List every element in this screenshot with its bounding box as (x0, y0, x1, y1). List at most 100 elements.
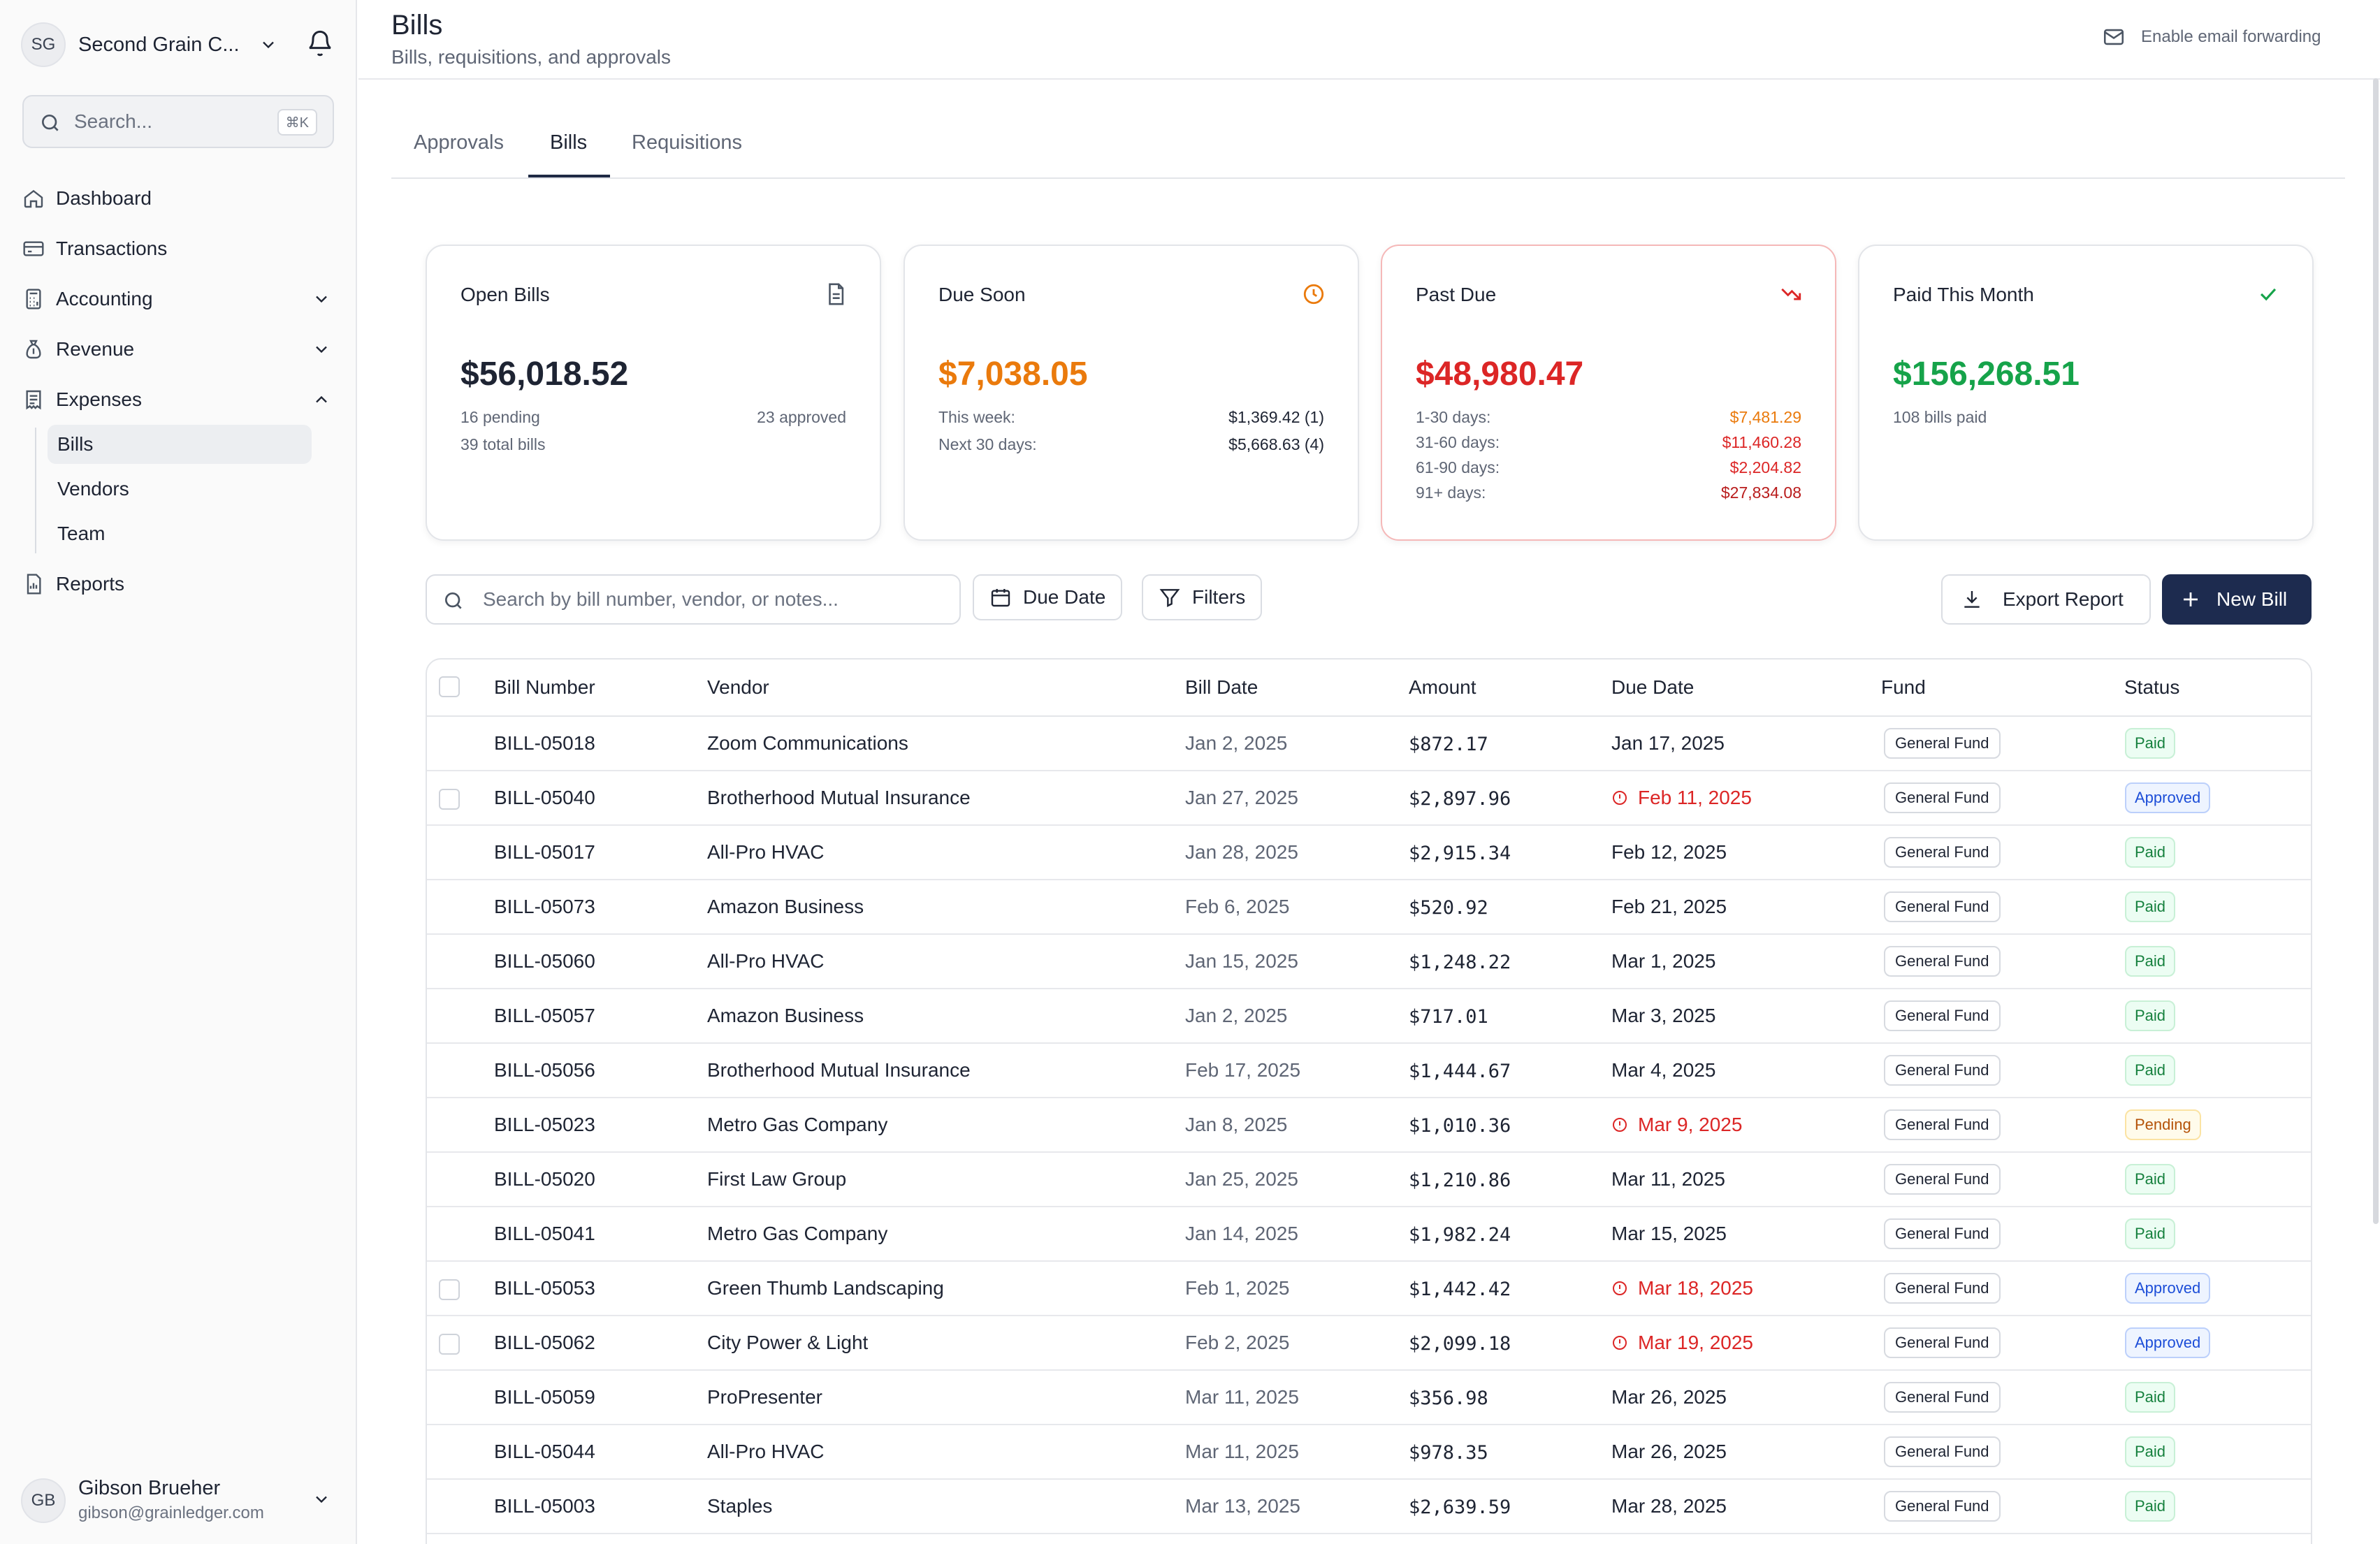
due-date: Mar 26, 2025 (1611, 1386, 1727, 1408)
bill-date: Jan 27, 2025 (1185, 787, 1298, 808)
sidebar-subitem-bills[interactable]: Bills (48, 425, 312, 464)
sidebar-item-transactions[interactable]: Transactions (22, 229, 337, 268)
due-date-button[interactable]: Due Date (973, 574, 1123, 620)
page-subtitle: Bills, requisitions, and approvals (391, 46, 671, 68)
sidebar: SG Second Grain C... Search... ⌘K Dashbo… (0, 0, 357, 1544)
email-forwarding-button[interactable]: Enable email forwarding (2102, 25, 2321, 49)
tab-approvals[interactable]: Approvals (414, 131, 504, 154)
bill-date: Jan 8, 2025 (1185, 1114, 1288, 1135)
bill-number[interactable]: BILL-05018 (494, 732, 595, 754)
column-header[interactable]: Bill Number (494, 676, 595, 698)
bill-number[interactable]: BILL-05017 (494, 841, 595, 863)
tab-requisitions[interactable]: Requisitions (632, 131, 742, 154)
column-header[interactable]: Vendor (707, 676, 769, 698)
bill-date: Feb 6, 2025 (1185, 896, 1290, 917)
card-row: This week: $1,369.42 (1) (938, 408, 1324, 427)
table-row[interactable]: BILL-05059 ProPresenter Mar 11, 2025 $356.9… (427, 1371, 2311, 1425)
vendor-name: Zoom Communications (707, 732, 908, 754)
filters-button[interactable]: Filters (1142, 574, 1263, 620)
column-header[interactable]: Fund (1881, 676, 1926, 698)
sidebar-subitem-vendors[interactable]: Vendors (48, 469, 312, 509)
sidebar-item-dashboard[interactable]: Dashboard (22, 179, 337, 218)
fund-badge: General Fund (1884, 1436, 2001, 1467)
paid-this-month-card: Paid This Month $156,268.51 108 bills pa… (1858, 245, 2314, 541)
row-checkbox[interactable] (439, 1279, 460, 1300)
table-row[interactable]: BILL-05023 Metro Gas Company Jan 8, 2025 $1… (427, 1098, 2311, 1153)
sidebar-search[interactable]: Search... ⌘K (22, 95, 334, 148)
tab-bills[interactable]: Bills (550, 131, 588, 154)
select-all-checkbox[interactable] (439, 676, 460, 697)
bill-number[interactable]: BILL-05060 (494, 950, 595, 972)
email-forwarding-label: Enable email forwarding (2141, 27, 2321, 46)
card-row: 16 pending 23 approved (460, 408, 846, 427)
sidebar-item-revenue[interactable]: Revenue (22, 330, 337, 369)
table-row[interactable]: BILL-05020 First Law Group Jan 25, 2025 $1,… (427, 1153, 2311, 1207)
user-menu[interactable]: GB Gibson Brueher gibson@grainledger.com (21, 1476, 342, 1526)
bill-number[interactable]: BILL-05003 (494, 1495, 595, 1517)
bill-number[interactable]: BILL-05059 (494, 1386, 595, 1408)
amount: $1,210.86 (1409, 1170, 1511, 1191)
table-row[interactable]: BILL-05062 City Power & Light Feb 2, 2025 $… (427, 1316, 2311, 1371)
table-row[interactable]: BILL-05018 Zoom Communications Jan 2, 2025… (427, 717, 2311, 771)
table-row[interactable]: BILL-05056 Brotherhood Mutual Insurance Fe… (427, 1044, 2311, 1098)
table-row[interactable]: BILL-05040 Brotherhood Mutual Insurance Ja… (427, 771, 2311, 826)
table-row[interactable]: BILL-05003 Staples Mar 13, 2025 $2,639.59 Ma… (427, 1480, 2311, 1534)
bill-number[interactable]: BILL-05057 (494, 1005, 595, 1026)
fund-badge: General Fund (1884, 1491, 2001, 1522)
column-header[interactable]: Bill Date (1185, 676, 1258, 698)
aging-value: $2,204.82 (1729, 458, 1801, 476)
table-row[interactable]: BILL-05073 Amazon Business Feb 6, 2025 $520… (427, 880, 2311, 935)
bill-number[interactable]: BILL-05062 (494, 1332, 595, 1353)
sidebar-item-expenses[interactable]: Expenses (22, 380, 337, 419)
vendor-name: Brotherhood Mutual Insurance (707, 787, 971, 808)
card-title: Paid This Month (1893, 284, 2034, 305)
new-bill-button[interactable]: New Bill (2162, 574, 2312, 625)
vendor-name: Metro Gas Company (707, 1114, 888, 1135)
past-due-card: Past Due $48,980.47 1-30 days: $7,481.29… (1381, 245, 1836, 541)
chevron-down-icon[interactable] (312, 1490, 331, 1509)
bill-number[interactable]: BILL-05056 (494, 1059, 595, 1081)
page-scrollbar[interactable] (2373, 78, 2379, 1224)
table-row[interactable]: BILL-05041 Metro Gas Company Jan 14, 2025 $… (427, 1207, 2311, 1262)
status-badge: Paid (2125, 728, 2176, 759)
column-header[interactable]: Status (2124, 676, 2180, 698)
due-date-text: Mar 19, 2025 (1638, 1332, 1753, 1353)
sidebar-item-accounting[interactable]: Accounting (22, 279, 337, 319)
this-week-value: $1,369.42 (1) (1228, 408, 1324, 426)
filter-icon (1159, 589, 1180, 607)
bill-number[interactable]: BILL-05053 (494, 1277, 595, 1299)
status-badge: Approved (2125, 1273, 2211, 1304)
search-icon (42, 115, 59, 131)
column-header[interactable]: Amount (1409, 676, 1476, 698)
table-row[interactable]: BILL-05053 Green Thumb Landscaping Feb 1, … (427, 1262, 2311, 1316)
vendor-name: City Power & Light (707, 1332, 869, 1353)
org-switcher[interactable]: SG Second Grain C... (21, 22, 342, 67)
bill-number[interactable]: BILL-05073 (494, 896, 595, 917)
column-header[interactable]: Due Date (1611, 676, 1695, 698)
bill-number[interactable]: BILL-05044 (494, 1441, 595, 1462)
search-shortcut: ⌘K (277, 109, 317, 136)
export-report-button[interactable]: Export Report (1941, 574, 2151, 625)
bell-icon[interactable] (306, 29, 334, 57)
row-checkbox[interactable] (439, 1334, 460, 1355)
bill-number[interactable]: BILL-05041 (494, 1223, 595, 1244)
sidebar-item-label: Expenses (56, 388, 142, 410)
table-row[interactable]: BILL-05017 All-Pro HVAC Jan 28, 2025 $2,915… (427, 826, 2311, 880)
bill-number[interactable]: BILL-05040 (494, 787, 595, 808)
table-row[interactable]: BILL-05060 All-Pro HVAC Jan 15, 2025 $1,248… (427, 935, 2311, 989)
bill-number[interactable]: BILL-05023 (494, 1114, 595, 1135)
sidebar-subitem-team[interactable]: Team (48, 514, 312, 553)
vendor-name: Brotherhood Mutual Insurance (707, 1059, 971, 1081)
bill-number[interactable]: BILL-05020 (494, 1168, 595, 1190)
bill-date: Jan 2, 2025 (1185, 1005, 1288, 1026)
status-badge: Paid (2125, 1000, 2176, 1031)
row-checkbox[interactable] (439, 789, 460, 810)
card-row: 108 bills paid (1893, 408, 2279, 427)
card-value: $48,980.47 (1416, 356, 1584, 393)
bill-search-input[interactable]: Search by bill number, vendor, or notes.… (426, 574, 961, 625)
table-row[interactable]: BILL-05044 All-Pro HVAC Mar 11, 2025 $978.3… (427, 1425, 2311, 1480)
chevron-down-icon[interactable] (259, 35, 278, 54)
table-row[interactable]: BILL-05057 Amazon Business Jan 2, 2025 $717… (427, 989, 2311, 1044)
sidebar-item-reports[interactable]: Reports (22, 565, 337, 604)
pending-count: 16 pending (460, 408, 540, 426)
